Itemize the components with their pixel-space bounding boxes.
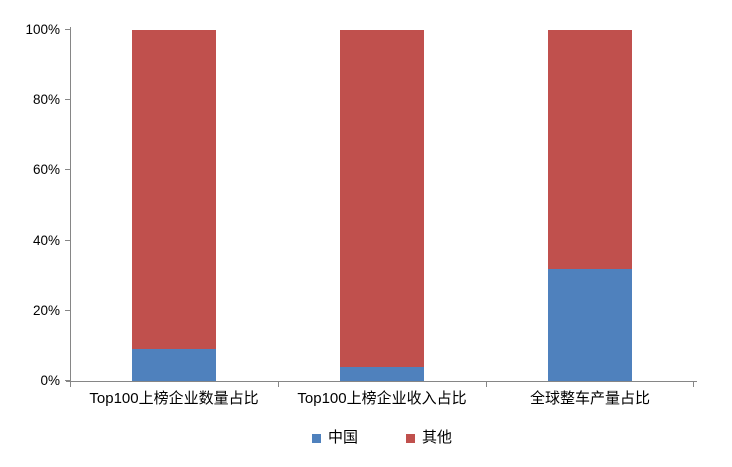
category-cell: [70, 30, 278, 381]
bar-segment-中国: [548, 268, 632, 381]
category-label: 全球整车产量占比: [529, 390, 650, 407]
y-axis-label: 0%: [40, 373, 60, 388]
bar-segment-其他: [548, 30, 632, 269]
category-label: Top100上榜企业收入占比: [297, 390, 467, 407]
category-cell: [486, 30, 694, 381]
bar-segment-其他: [340, 30, 424, 367]
legend: 中国 其他: [70, 429, 694, 447]
x-axis-line: [66, 381, 697, 382]
category-labels: Top100上榜企业数量占比 Top100上榜企业收入占比 全球整车产量占比: [70, 390, 694, 408]
y-axis-line: [70, 27, 71, 381]
y-axis-tick: [65, 29, 70, 30]
x-axis-tick: [70, 382, 71, 387]
legend-item-其他: 其他: [406, 429, 452, 447]
y-axis-label: 80%: [32, 92, 60, 108]
legend-marker-icon: [406, 433, 415, 443]
plot-area: 0% 20% 40% 60% 80% 100%: [25, 22, 697, 388]
legend-item-中国: 中国: [311, 429, 358, 447]
y-axis-label: 20%: [32, 302, 60, 318]
y-axis-tick: [65, 309, 70, 311]
y-axis-tick: [65, 239, 70, 241]
x-axis-tick: [485, 382, 487, 387]
bars-container: [70, 30, 694, 381]
legend-marker-icon: [311, 433, 321, 443]
y-axis-label: 60%: [32, 162, 60, 178]
y-axis-tick: [65, 99, 70, 101]
y-axis-label: 100%: [25, 22, 60, 37]
x-axis-tick: [693, 382, 694, 387]
category-label: Top100上榜企业数量占比: [89, 390, 259, 407]
legend-label: 中国: [327, 429, 358, 446]
legend-label: 其他: [422, 429, 453, 446]
bar-segment-中国: [340, 366, 424, 381]
y-axis-tick: [65, 380, 70, 381]
y-axis-label: 40%: [32, 232, 60, 248]
stacked-bar: [340, 30, 424, 381]
stacked-bar: [548, 30, 632, 381]
bar-segment-其他: [132, 30, 216, 350]
bar-segment-中国: [132, 349, 216, 381]
x-axis-tick: [277, 382, 279, 387]
y-axis-tick: [65, 169, 70, 171]
category-cell: [278, 30, 486, 381]
stacked-bar: [132, 30, 216, 381]
